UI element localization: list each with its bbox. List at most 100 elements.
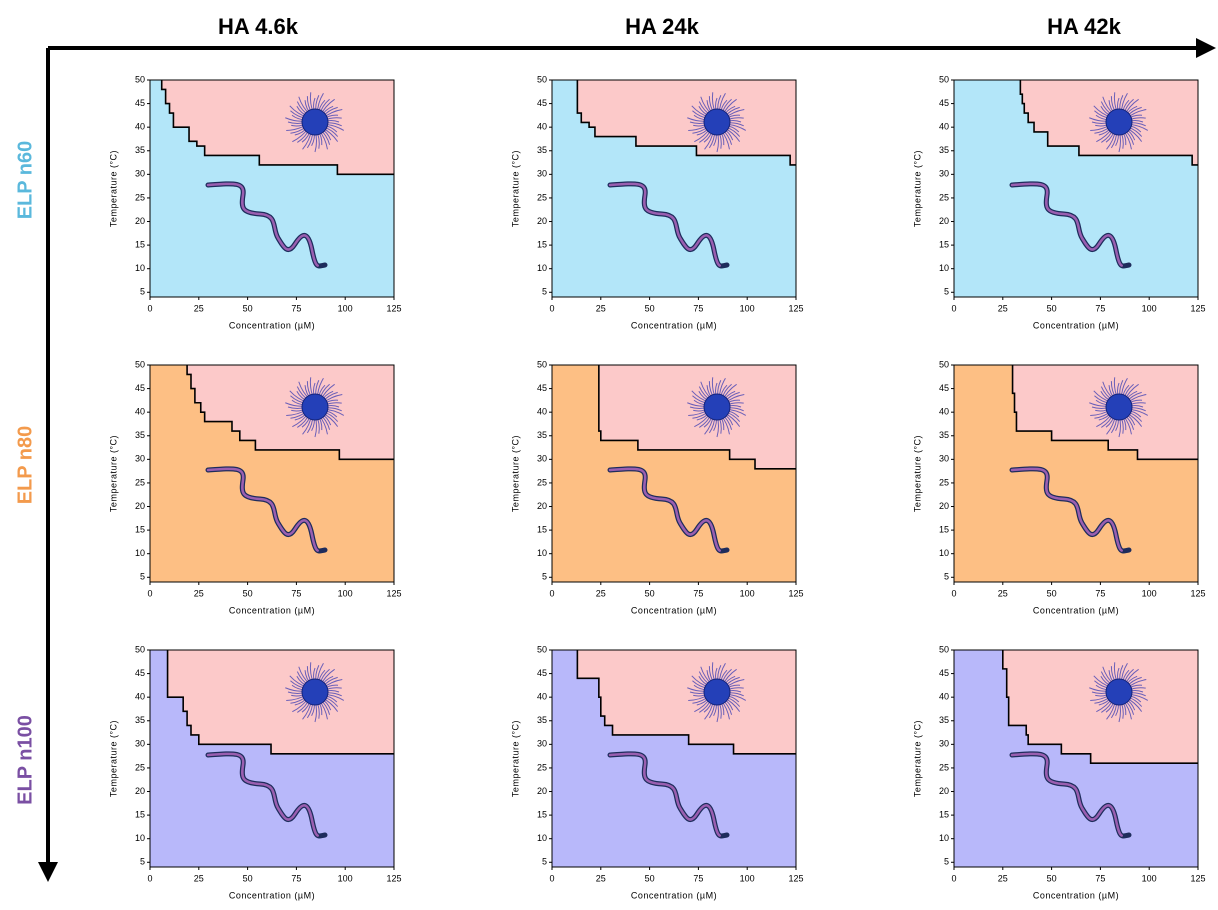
y-tick-label: 20 (939, 216, 949, 226)
x-tick-label: 25 (998, 873, 1008, 883)
y-tick-label: 30 (537, 169, 547, 179)
y-tick-label: 20 (135, 216, 145, 226)
x-tick-label: 75 (693, 873, 703, 883)
y-tick-label: 25 (939, 762, 949, 772)
phase-boundary (1019, 80, 1198, 166)
x-tick-label: 125 (1190, 588, 1205, 598)
y-tick-label: 10 (939, 833, 949, 843)
x-tick-label: 50 (645, 303, 655, 313)
x-axis-label: Concentration (µM) (1033, 320, 1119, 330)
x-tick-label: 125 (1190, 873, 1205, 883)
plot-frame (551, 649, 797, 868)
x-tick-label: 50 (243, 588, 253, 598)
x-tick-label: 50 (1047, 873, 1057, 883)
phase-boundary (1001, 650, 1198, 765)
y-axis-label: Temperature (°C) (108, 720, 118, 797)
phase-boundary (598, 365, 796, 470)
y-tick-label: 45 (537, 383, 547, 393)
x-tick-label: 125 (1190, 303, 1205, 313)
y-tick-label: 25 (135, 477, 145, 487)
y-tick-label: 10 (939, 548, 949, 558)
plot-frame (953, 364, 1199, 583)
x-tick-label: 125 (788, 588, 803, 598)
y-tick-label: 5 (140, 857, 145, 867)
micelle-icon (285, 662, 345, 723)
y-tick-label: 40 (537, 122, 547, 132)
chain-icon-highlight (1010, 467, 1131, 553)
micelle-core (703, 678, 731, 706)
x-tick-label: 100 (1142, 303, 1157, 313)
y-tick-label: 35 (135, 145, 145, 155)
x-axis-label: Concentration (µM) (1033, 605, 1119, 615)
x-tick-label: 75 (1095, 588, 1105, 598)
micelle-icon (1089, 662, 1149, 723)
y-axis-label: Temperature (°C) (912, 150, 922, 227)
y-tick-label: 20 (135, 786, 145, 796)
y-tick-label: 50 (939, 644, 949, 654)
chain-icon-highlight (1010, 182, 1131, 268)
above-region (187, 365, 394, 460)
above-region (577, 80, 796, 165)
x-tick-label: 125 (386, 873, 401, 883)
y-tick-label: 30 (537, 454, 547, 464)
x-tick-label: 75 (291, 873, 301, 883)
y-tick-label: 45 (939, 383, 949, 393)
x-tick-label: 0 (147, 588, 152, 598)
row-label: ELP n80 (14, 426, 36, 505)
x-tick-label: 0 (147, 873, 152, 883)
y-tick-label: 25 (135, 192, 145, 202)
y-tick-label: 40 (135, 407, 145, 417)
x-tick-label: 125 (386, 303, 401, 313)
y-tick-label: 5 (542, 287, 547, 297)
y-tick-label: 15 (939, 239, 949, 249)
y-tick-label: 30 (537, 739, 547, 749)
x-tick-label: 50 (1047, 303, 1057, 313)
micelle-core (1105, 393, 1133, 421)
y-tick-label: 30 (939, 454, 949, 464)
y-tick-label: 20 (939, 501, 949, 511)
y-tick-label: 15 (135, 524, 145, 534)
y-tick-label: 20 (537, 216, 547, 226)
y-tick-label: 45 (135, 383, 145, 393)
y-tick-label: 20 (135, 501, 145, 511)
x-tick-label: 100 (338, 873, 353, 883)
y-tick-label: 15 (135, 809, 145, 819)
x-tick-label: 100 (1142, 873, 1157, 883)
y-tick-label: 45 (135, 98, 145, 108)
y-tick-label: 5 (542, 572, 547, 582)
chain-icon-highlight (608, 182, 729, 268)
x-tick-label: 0 (951, 588, 956, 598)
y-tick-label: 30 (939, 739, 949, 749)
x-tick-label: 25 (194, 588, 204, 598)
y-tick-label: 35 (537, 430, 547, 440)
y-tick-label: 5 (140, 572, 145, 582)
y-tick-label: 5 (944, 857, 949, 867)
x-tick-label: 125 (788, 303, 803, 313)
y-tick-label: 50 (939, 359, 949, 369)
y-tick-label: 10 (537, 833, 547, 843)
y-tick-label: 15 (537, 809, 547, 819)
above-region (577, 650, 796, 754)
y-tick-label: 40 (537, 407, 547, 417)
plot-frame (149, 649, 395, 868)
y-tick-label: 45 (939, 668, 949, 678)
x-tick-label: 100 (740, 873, 755, 883)
x-axis-label: Concentration (µM) (229, 890, 315, 900)
y-axis-label: Temperature (°C) (510, 150, 520, 227)
above-region (161, 80, 394, 175)
y-tick-label: 35 (939, 145, 949, 155)
x-tick-label: 25 (596, 588, 606, 598)
micelle-core (301, 393, 329, 421)
y-tick-label: 45 (135, 668, 145, 678)
y-tick-label: 45 (939, 98, 949, 108)
y-tick-label: 50 (135, 644, 145, 654)
y-tick-label: 15 (939, 809, 949, 819)
column-label: HA 24k (625, 14, 700, 39)
x-tick-label: 25 (194, 873, 204, 883)
micelle-icon (1089, 92, 1149, 153)
x-axis-label: Concentration (µM) (631, 890, 717, 900)
x-tick-label: 50 (243, 303, 253, 313)
x-tick-label: 0 (549, 873, 554, 883)
chain-icon-highlight (206, 182, 327, 268)
above-region (167, 650, 394, 754)
